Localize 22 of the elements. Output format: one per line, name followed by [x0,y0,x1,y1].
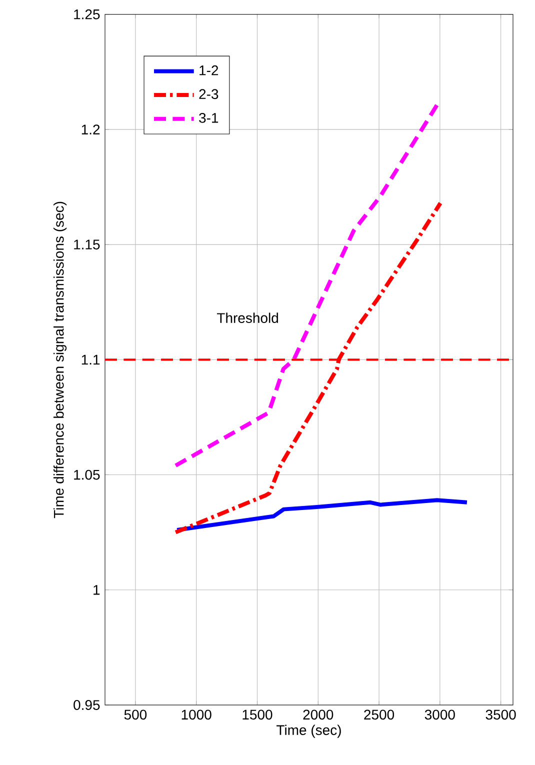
legend-label: 2-3 [199,89,218,100]
x-tick-label: 2000 [303,710,334,720]
legend-label: 3-1 [199,112,218,123]
y-tick-label: 1.2 [82,124,100,134]
x-tick-label: 3000 [424,710,455,720]
line-series [175,498,469,532]
y-tick-label: 0.95 [74,700,100,710]
x-tick-label: 3500 [486,710,516,720]
y-tick-label: 1.15 [74,240,100,250]
y-tick-label: 1.05 [74,470,100,480]
x-axis-title: Time (sec) [276,724,341,738]
y-tick-label: 1 [94,585,100,595]
x-tick-label: 500 [124,710,147,720]
ref-line-label: Threshold [216,312,278,323]
legend-label: 1-2 [200,65,218,76]
y-tick-label: 1.1 [82,354,100,364]
y-axis-title: Time difference between signal transmissions (sec) [54,202,67,518]
x-tick-label: 1000 [182,710,212,720]
y-tick-label: 1.25 [74,9,100,20]
x-tick-label: 1500 [242,710,272,720]
line-series [174,98,442,468]
x-tick-label: 2500 [364,710,394,720]
